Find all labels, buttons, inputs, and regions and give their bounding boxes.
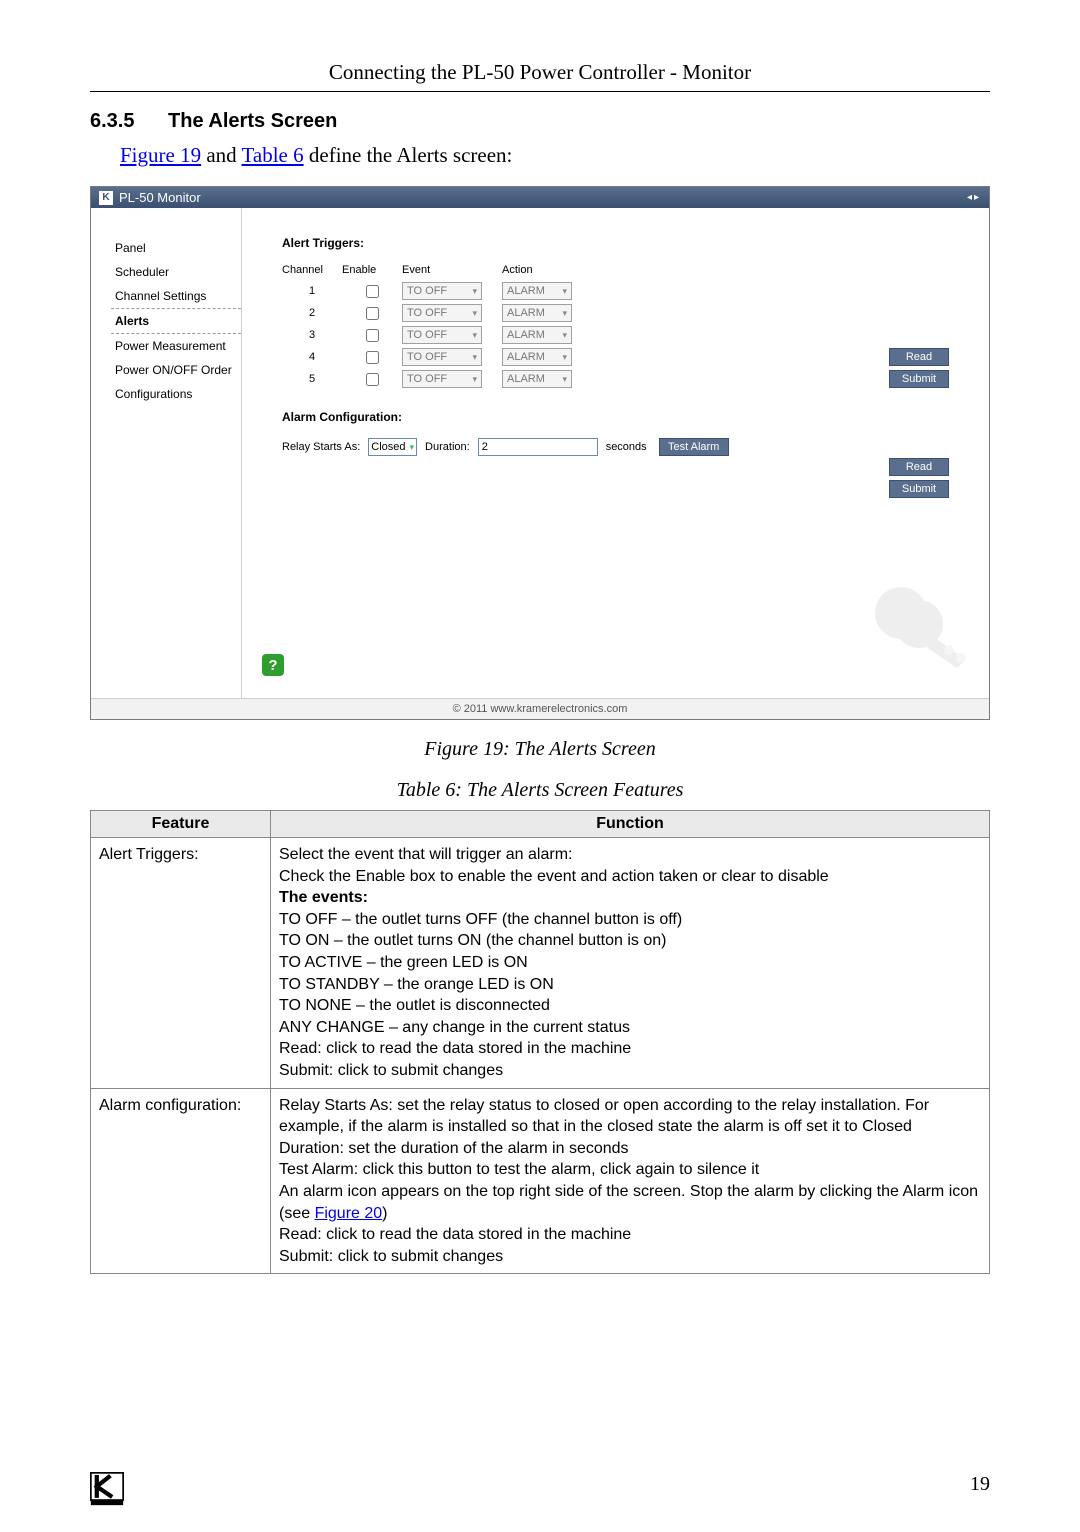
table-row: Alarm configuration:Relay Starts As: set…: [91, 1088, 990, 1274]
channel-number: 1: [282, 285, 342, 297]
relay-select[interactable]: Closed ▾: [368, 438, 417, 456]
sidebar-item-scheduler[interactable]: Scheduler: [111, 260, 241, 284]
th-feature: Feature: [91, 811, 271, 838]
chevron-down-icon: ▾: [472, 352, 477, 363]
action-select[interactable]: ALARM▾: [502, 326, 572, 344]
enable-checkbox[interactable]: [366, 351, 379, 364]
alarm-button-group: Read Submit: [889, 458, 949, 502]
read-button-2[interactable]: Read: [889, 458, 949, 476]
section-title: The Alerts Screen: [168, 110, 337, 132]
chevron-down-icon: ▾: [562, 352, 567, 363]
relay-starts-as-label: Relay Starts As:: [282, 441, 360, 453]
triggers-header: Channel Enable Event Action: [282, 264, 969, 276]
sidebar-item-configurations[interactable]: Configurations: [111, 382, 241, 406]
seconds-label: seconds: [606, 441, 647, 453]
chevron-down-icon: ▾: [562, 286, 567, 297]
main-pane: Alert Triggers: Channel Enable Event Act…: [241, 208, 989, 698]
chevron-down-icon: ▾: [562, 330, 567, 341]
submit-button-2[interactable]: Submit: [889, 480, 949, 498]
trigger-row: 4 TO OFF▾ ALARM▾: [282, 348, 969, 366]
test-alarm-button[interactable]: Test Alarm: [659, 438, 729, 456]
event-select[interactable]: TO OFF▾: [402, 282, 482, 300]
enable-checkbox[interactable]: [366, 285, 379, 298]
action-select[interactable]: ALARM▾: [502, 370, 572, 388]
duration-input[interactable]: [478, 438, 598, 456]
enable-checkbox[interactable]: [366, 329, 379, 342]
intro-mid: and: [201, 143, 241, 167]
figure-19-link[interactable]: Figure 19: [120, 143, 201, 167]
event-select[interactable]: TO OFF▾: [402, 326, 482, 344]
chevron-down-icon: ▾: [472, 374, 477, 385]
chevron-down-icon: ▾: [562, 308, 567, 319]
th-function: Function: [271, 811, 990, 838]
col-enable: Enable: [342, 264, 402, 276]
titlebar: K PL-50 Monitor ◂▸: [91, 187, 989, 208]
table-row: Alert Triggers:Select the event that wil…: [91, 838, 990, 1089]
col-event: Event: [402, 264, 502, 276]
col-channel: Channel: [282, 264, 342, 276]
app-footer: © 2011 www.kramerelectronics.com: [91, 698, 989, 719]
function-cell: Relay Starts As: set the relay status to…: [271, 1088, 990, 1274]
table-caption: Table 6: The Alerts Screen Features: [90, 779, 990, 802]
event-select[interactable]: TO OFF▾: [402, 370, 482, 388]
action-select[interactable]: ALARM▾: [502, 282, 572, 300]
alarm-config-label: Alarm Configuration:: [282, 410, 969, 424]
enable-checkbox[interactable]: [366, 307, 379, 320]
submit-button[interactable]: Submit: [889, 370, 949, 388]
channel-number: 4: [282, 351, 342, 363]
brand-watermark-icon: [861, 578, 971, 668]
chevron-down-icon: ▾: [472, 308, 477, 319]
sidebar-item-power-measurement[interactable]: Power Measurement: [111, 334, 241, 358]
alarm-config-row: Relay Starts As: Closed ▾ Duration: seco…: [282, 438, 969, 456]
section-heading: 6.3.5 The Alerts Screen: [90, 110, 990, 133]
features-table: Feature Function Alert Triggers:Select t…: [90, 810, 990, 1274]
function-cell: Select the event that will trigger an al…: [271, 838, 990, 1089]
col-action: Action: [502, 264, 592, 276]
page-number: 19: [970, 1473, 990, 1496]
chevron-down-icon: ▾: [410, 442, 415, 453]
sidebar-item-power-on-off-order[interactable]: Power ON/OFF Order: [111, 358, 241, 382]
table-6-link[interactable]: Table 6: [242, 143, 304, 167]
chevron-down-icon: ▾: [472, 330, 477, 341]
action-select[interactable]: ALARM▾: [502, 304, 572, 322]
trigger-row: 3 TO OFF▾ ALARM▾: [282, 326, 969, 344]
trigger-row: 5 TO OFF▾ ALARM▾: [282, 370, 969, 388]
chevron-down-icon: ▾: [472, 286, 477, 297]
triggers-button-group: Read Submit: [889, 348, 949, 392]
event-select[interactable]: TO OFF▾: [402, 304, 482, 322]
duration-label: Duration:: [425, 441, 470, 453]
app-icon: K: [99, 191, 113, 205]
intro-suffix: define the Alerts screen:: [304, 143, 513, 167]
sidebar-item-panel[interactable]: Panel: [111, 236, 241, 260]
titlebar-controls-icon: ◂▸: [967, 192, 981, 203]
sidebar-item-alerts[interactable]: Alerts: [111, 308, 241, 334]
read-button[interactable]: Read: [889, 348, 949, 366]
trigger-row: 1 TO OFF▾ ALARM▾: [282, 282, 969, 300]
section-number: 6.3.5: [90, 110, 134, 133]
trigger-row: 2 TO OFF▾ ALARM▾: [282, 304, 969, 322]
channel-number: 2: [282, 307, 342, 319]
app-window: K PL-50 Monitor ◂▸ PanelSchedulerChannel…: [90, 186, 990, 720]
feature-cell: Alert Triggers:: [91, 838, 271, 1089]
channel-number: 5: [282, 373, 342, 385]
figure-20-link[interactable]: Figure 20: [315, 1205, 383, 1222]
sidebar-item-channel-settings[interactable]: Channel Settings: [111, 284, 241, 308]
intro-line: Figure 19 and Table 6 define the Alerts …: [120, 143, 990, 168]
chevron-down-icon: ▾: [562, 374, 567, 385]
channel-number: 3: [282, 329, 342, 341]
action-select[interactable]: ALARM▾: [502, 348, 572, 366]
alert-triggers-label: Alert Triggers:: [282, 236, 969, 250]
feature-cell: Alarm configuration:: [91, 1088, 271, 1274]
sidebar: PanelSchedulerChannel SettingsAlertsPowe…: [91, 208, 241, 698]
relay-value: Closed: [371, 441, 405, 453]
app-title: PL-50 Monitor: [119, 190, 201, 205]
help-icon[interactable]: ?: [262, 654, 284, 676]
enable-checkbox[interactable]: [366, 373, 379, 386]
figure-caption: Figure 19: The Alerts Screen: [90, 738, 990, 761]
footer-logo-icon: [90, 1472, 124, 1506]
event-select[interactable]: TO OFF▾: [402, 348, 482, 366]
running-head: Connecting the PL-50 Power Controller - …: [90, 60, 990, 92]
